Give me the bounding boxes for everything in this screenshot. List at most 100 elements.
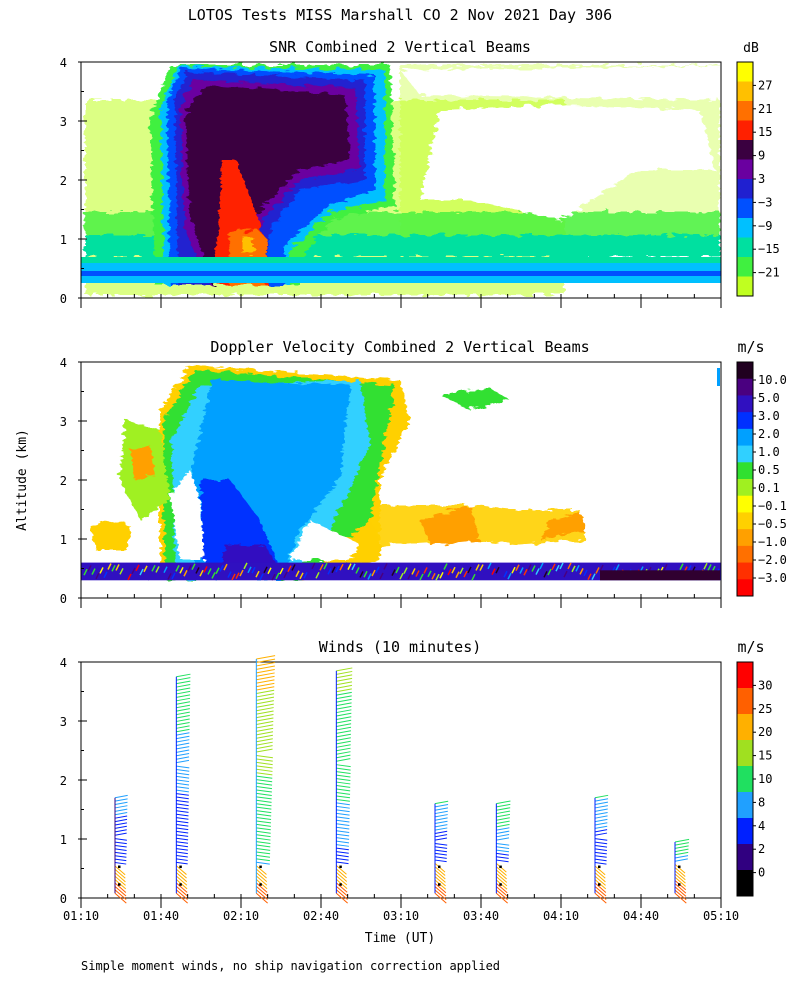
wind-barb <box>256 886 268 897</box>
wind-barb <box>336 774 351 778</box>
wind-barb <box>336 705 352 710</box>
surface-band-mark <box>315 571 320 579</box>
colorbar-swatch <box>737 428 753 447</box>
wind-barb <box>256 748 273 753</box>
wind-sample-marker <box>259 883 262 886</box>
wind-barb <box>496 856 509 859</box>
wind-barb <box>336 872 348 882</box>
x-tick-label: 03:10 <box>383 909 419 923</box>
colorbar-label: 21 <box>758 102 772 116</box>
wind-profile <box>434 800 449 904</box>
surface-band-mark <box>363 570 368 578</box>
surface-band-mark <box>519 567 524 574</box>
surface-band-mark <box>523 568 528 576</box>
wind-barb <box>176 701 191 705</box>
surface-band-mark <box>179 566 184 574</box>
surface-band-mark <box>99 567 104 574</box>
wind-barb <box>256 696 275 701</box>
wind-barb <box>176 739 190 743</box>
wind-barb <box>674 886 687 897</box>
surface-band-mark <box>163 566 168 574</box>
colorbar-swatch <box>737 512 753 530</box>
wind-barb <box>256 682 275 688</box>
wind-barb <box>114 815 128 819</box>
wind-barb <box>496 869 507 880</box>
wind-barb <box>336 767 351 771</box>
colorbar-label: −1.0 <box>758 535 787 549</box>
x-tick-label: 02:40 <box>303 909 339 923</box>
wind-barb <box>176 854 188 858</box>
wind-barb <box>256 796 272 800</box>
wind-barb <box>674 873 686 884</box>
surface-band-mark <box>535 568 540 575</box>
surface-band-mark <box>587 573 592 581</box>
wind-barb <box>594 858 607 862</box>
surface-band-mark <box>331 566 336 574</box>
wind-barb <box>176 728 190 733</box>
colorbar-swatch <box>737 140 753 160</box>
wind-barb <box>176 711 190 716</box>
x-tick-label: 01:10 <box>63 909 99 923</box>
wind-barb <box>114 812 128 816</box>
wind-barb <box>336 730 352 734</box>
y-tick-label: 2 <box>60 174 67 188</box>
wind-barb <box>176 756 190 760</box>
wind-sample-marker <box>179 883 182 886</box>
surface-band-mark <box>395 566 400 574</box>
surface-band-mark <box>203 566 208 573</box>
surface-band-mark <box>415 570 420 577</box>
wind-barb <box>256 837 271 841</box>
surface-band-mark <box>387 565 392 573</box>
wind-barb <box>336 681 353 686</box>
wind-barb <box>256 700 274 705</box>
wind-barb <box>256 834 271 838</box>
wind-barb <box>336 812 350 816</box>
wind-barb <box>336 744 351 748</box>
wind-barb <box>434 804 449 808</box>
surface-band-mark <box>171 572 176 580</box>
wind-barb <box>336 719 352 724</box>
doppler-left-mix <box>130 445 155 480</box>
surface-band-mark <box>83 568 88 576</box>
wind-barb <box>114 865 126 876</box>
surface-band-mark <box>527 564 532 571</box>
colorbar-label: 25 <box>758 702 772 716</box>
wind-barb <box>256 806 272 810</box>
wind-barb <box>256 686 275 691</box>
surface-band-mark <box>199 569 204 577</box>
surface-band-mark <box>567 562 572 570</box>
y-tick-label: 3 <box>60 715 67 729</box>
wind-barb <box>674 864 686 874</box>
snr-title: SNR Combined 2 Vertical Beams <box>269 38 531 56</box>
wind-barb <box>594 875 606 886</box>
wind-barb <box>176 861 188 865</box>
x-tick-label: 01:40 <box>143 909 179 923</box>
snr-white-gaps <box>400 66 720 220</box>
wind-barb <box>176 827 189 831</box>
wind-barb <box>176 889 188 900</box>
wind-barb <box>176 830 189 834</box>
surface-band-mark <box>439 571 444 579</box>
surface-band-mark <box>591 573 596 581</box>
colorbar-swatch <box>737 688 753 715</box>
surface-band-mark <box>459 567 464 575</box>
wind-barb <box>496 859 509 863</box>
colorbar-label: 30 <box>758 678 772 692</box>
wind-barb <box>674 842 689 846</box>
wind-barb <box>594 862 607 865</box>
wind-barb <box>336 740 351 745</box>
surface-band-mark <box>431 572 436 580</box>
wind-barb <box>434 866 446 876</box>
wind-barb <box>256 830 271 834</box>
colorbar-swatch <box>737 395 753 413</box>
wind-barb <box>336 816 350 820</box>
winds-title: Winds (10 minutes) <box>319 638 482 656</box>
wind-sample-marker <box>259 865 262 869</box>
wind-barb <box>336 754 351 759</box>
wind-barb <box>256 868 267 879</box>
colorbar-swatch <box>737 462 753 480</box>
surface-band-mark <box>507 572 512 580</box>
wind-barb <box>114 801 128 806</box>
surface-band-mark <box>483 568 488 576</box>
wind-barb <box>336 791 351 795</box>
